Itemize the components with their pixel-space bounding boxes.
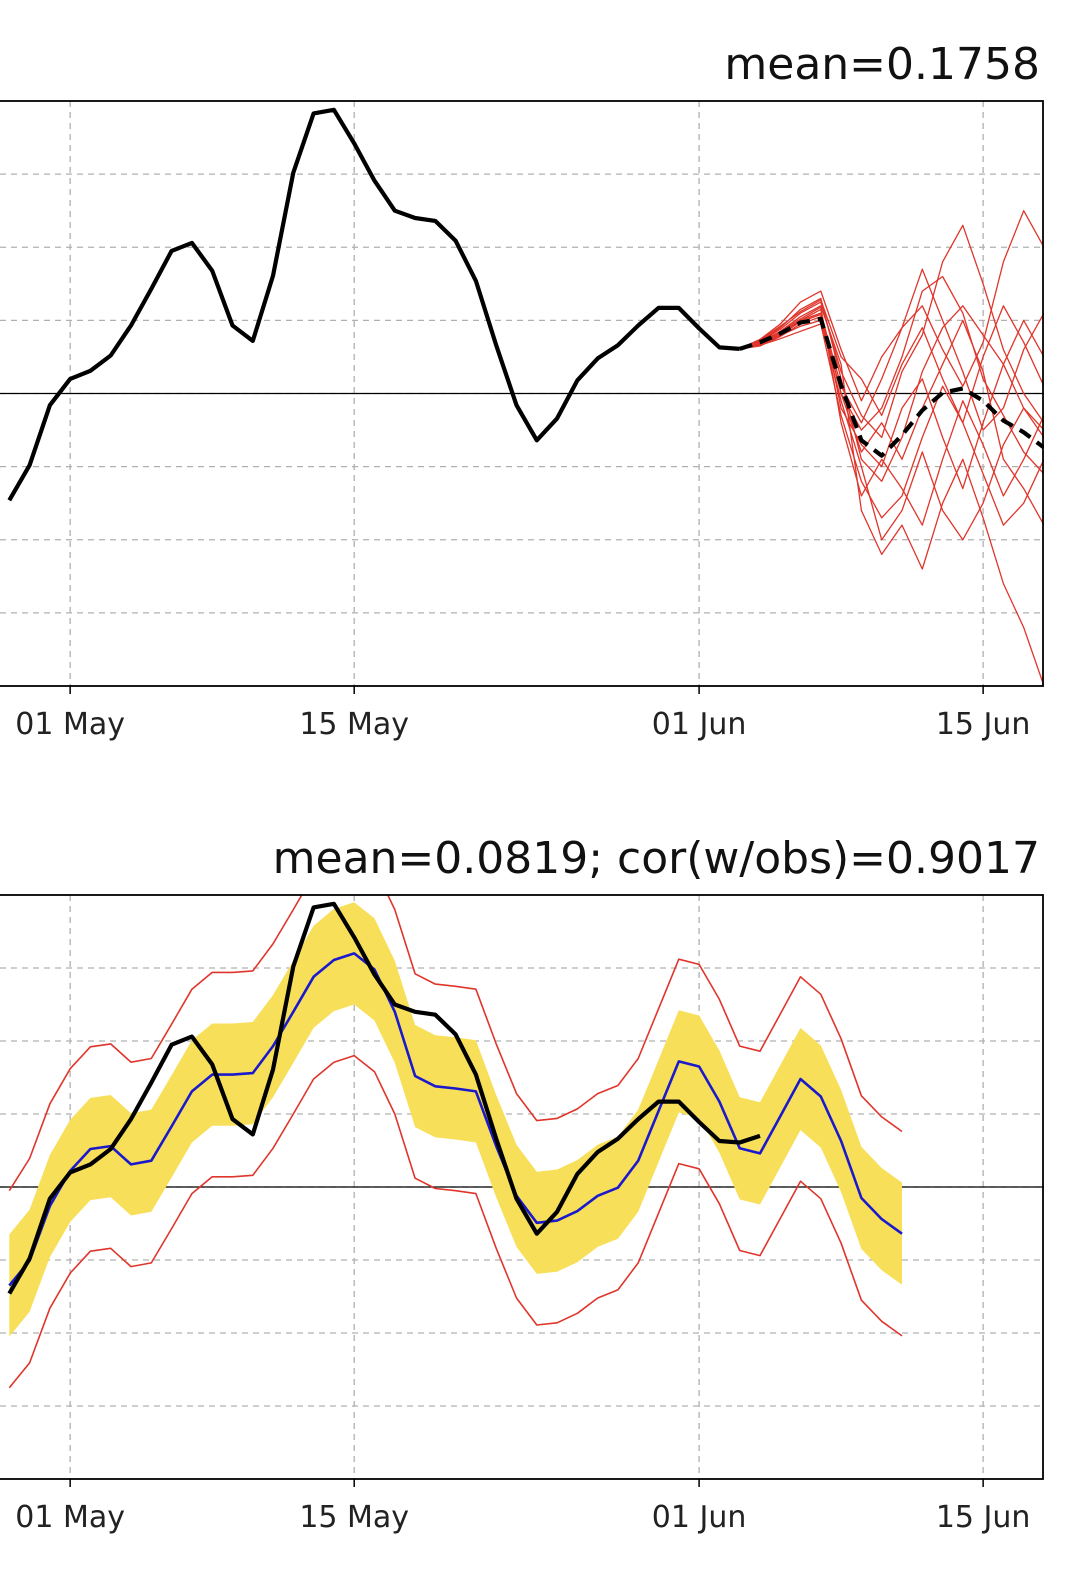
- series-line: [7, 901, 761, 1295]
- ensemble-member: [739, 319, 1044, 541]
- x-tick-label: 01 Jun: [652, 1500, 747, 1535]
- chart-title: mean=0.1758: [724, 39, 1040, 90]
- spread-line: [8, 895, 903, 1192]
- chart-title: mean=0.0819; cor(w/obs)=0.9017: [273, 833, 1040, 884]
- ensemble-member: [739, 299, 1044, 424]
- spread-line: [8, 1054, 903, 1389]
- plot-area: [0, 895, 1044, 1479]
- x-tick-label: 15 Jun: [936, 1500, 1031, 1535]
- series-line: [7, 107, 740, 502]
- x-tick-label: 15 Jun: [936, 707, 1031, 742]
- ensemble-mean: [739, 316, 1044, 458]
- ensemble-member: [739, 308, 1044, 490]
- x-tick-label: 15 May: [299, 707, 409, 742]
- ensemble-member: [739, 323, 1044, 526]
- x-tick-label: 01 Jun: [652, 707, 747, 742]
- plot-area: [0, 101, 1044, 686]
- axes-frame: [0, 894, 1044, 1480]
- ensemble-member: [739, 268, 1044, 431]
- ensemble-member: [739, 313, 1044, 526]
- ensemble-member: [739, 306, 1044, 526]
- axes-frame: [0, 100, 1044, 687]
- series-line: [8, 952, 903, 1287]
- x-tick-label: 01 May: [15, 707, 125, 742]
- band: [9, 902, 903, 1337]
- x-tick-label: 01 May: [15, 1500, 125, 1535]
- x-tick-label: 15 May: [299, 1500, 409, 1535]
- ensemble-member: [739, 305, 1044, 686]
- ensemble-member: [739, 224, 1044, 439]
